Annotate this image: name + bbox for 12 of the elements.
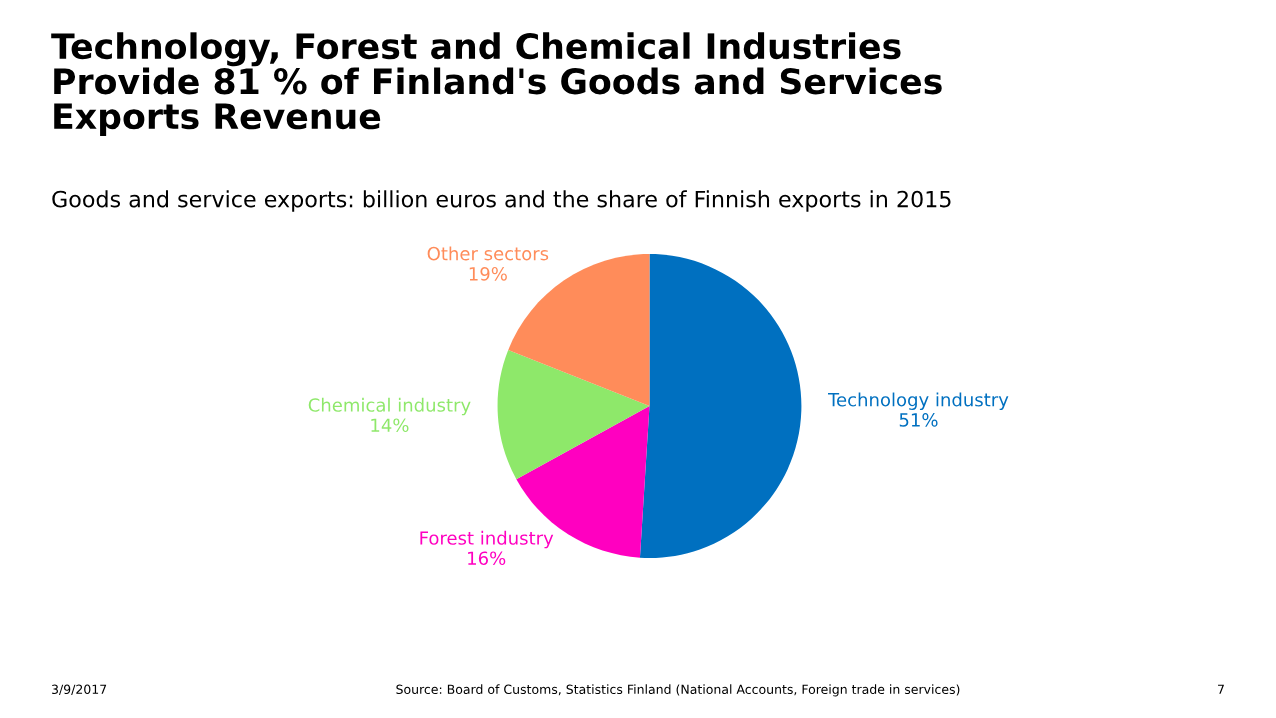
data-label: 51% [899, 413, 938, 427]
slice-label: Technology industry [828, 392, 1009, 410]
slice-label: Chemical industry [308, 397, 471, 416]
slice-label: Forest industry [420, 530, 554, 549]
data-label: 16% [468, 551, 506, 566]
chart-subtitle: Goods and service exports: billion euros and the share of Finnish exports in 2015 [52, 190, 951, 212]
pie-slice [639, 254, 802, 558]
pie-slice [497, 350, 650, 480]
chart-title: Technology, Forest and Chemical Industries Provide 81 % of Finland's Goods and Services Exports Revenue [51, 32, 942, 137]
slice-label: Other sectors [427, 246, 549, 261]
data-label: 14% [371, 418, 409, 433]
data-label: 19% [469, 266, 507, 281]
